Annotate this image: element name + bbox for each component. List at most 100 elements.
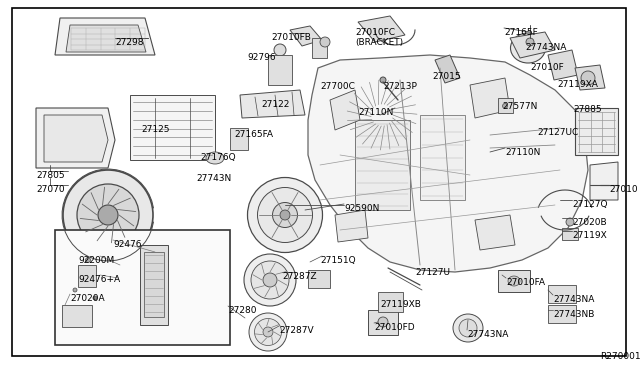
- Text: 27127Q: 27127Q: [572, 200, 607, 209]
- Polygon shape: [130, 95, 215, 160]
- Text: 27743NB: 27743NB: [553, 310, 595, 319]
- Ellipse shape: [86, 257, 90, 263]
- Ellipse shape: [453, 314, 483, 342]
- Bar: [548, 305, 576, 323]
- Bar: [78, 265, 96, 287]
- Text: 92476+A: 92476+A: [78, 275, 120, 284]
- Text: 27287Z: 27287Z: [282, 272, 317, 281]
- Text: 27010: 27010: [609, 185, 637, 194]
- Text: 27119XA: 27119XA: [557, 80, 598, 89]
- Polygon shape: [475, 215, 515, 250]
- Ellipse shape: [257, 187, 312, 243]
- Ellipse shape: [526, 38, 534, 46]
- Text: 27165FA: 27165FA: [234, 130, 273, 139]
- Text: 27020A: 27020A: [70, 294, 104, 303]
- Ellipse shape: [380, 77, 386, 83]
- Ellipse shape: [274, 44, 286, 56]
- Polygon shape: [470, 78, 510, 118]
- Bar: [62, 305, 92, 327]
- Ellipse shape: [320, 37, 330, 47]
- Polygon shape: [510, 32, 555, 58]
- Ellipse shape: [263, 327, 273, 337]
- Polygon shape: [435, 55, 460, 83]
- Polygon shape: [308, 55, 588, 272]
- Polygon shape: [240, 90, 305, 118]
- Text: 27020B: 27020B: [572, 218, 607, 227]
- Text: 27298: 27298: [115, 38, 143, 47]
- Ellipse shape: [566, 218, 574, 226]
- Text: 27010F: 27010F: [530, 63, 564, 72]
- Bar: [230, 128, 248, 150]
- Bar: [312, 38, 327, 58]
- Ellipse shape: [263, 273, 277, 287]
- Text: 27743N: 27743N: [196, 174, 231, 183]
- Text: 92200M: 92200M: [78, 256, 115, 265]
- Bar: [548, 285, 576, 303]
- Polygon shape: [290, 26, 322, 46]
- Polygon shape: [55, 18, 155, 55]
- Text: 27743NA: 27743NA: [525, 43, 566, 52]
- Text: 27165F: 27165F: [504, 28, 538, 37]
- Bar: [355, 120, 410, 210]
- Text: R270001N: R270001N: [600, 352, 640, 361]
- Text: 27743NA: 27743NA: [467, 330, 508, 339]
- Text: 27010FB: 27010FB: [271, 33, 311, 42]
- Bar: [562, 228, 578, 240]
- Polygon shape: [548, 50, 578, 80]
- Text: 27700C: 27700C: [320, 82, 355, 91]
- Polygon shape: [575, 65, 605, 90]
- Polygon shape: [335, 210, 368, 242]
- Polygon shape: [66, 25, 146, 52]
- Text: 27010FC: 27010FC: [355, 28, 395, 37]
- Text: 27280: 27280: [228, 306, 257, 315]
- Ellipse shape: [255, 318, 282, 346]
- Polygon shape: [358, 16, 405, 42]
- Polygon shape: [330, 90, 360, 130]
- Text: 27151Q: 27151Q: [320, 256, 356, 265]
- Text: 27577N: 27577N: [502, 102, 538, 111]
- Text: 27119X: 27119X: [572, 231, 607, 240]
- Text: 27110N: 27110N: [358, 108, 394, 117]
- Text: 27287V: 27287V: [279, 326, 314, 335]
- Text: 27119XB: 27119XB: [380, 300, 421, 309]
- Bar: [144, 252, 164, 317]
- Ellipse shape: [581, 71, 595, 85]
- Text: 27176Q: 27176Q: [200, 153, 236, 162]
- Ellipse shape: [508, 276, 520, 286]
- Ellipse shape: [206, 152, 224, 164]
- Bar: [55, 230, 230, 345]
- Ellipse shape: [337, 70, 427, 160]
- Text: 27070: 27070: [36, 185, 65, 194]
- Text: 27885: 27885: [573, 105, 602, 114]
- Ellipse shape: [502, 103, 508, 109]
- Text: 27743NA: 27743NA: [553, 295, 595, 304]
- Ellipse shape: [273, 202, 298, 228]
- Bar: [368, 310, 398, 335]
- Ellipse shape: [251, 261, 289, 299]
- Ellipse shape: [249, 313, 287, 351]
- Ellipse shape: [459, 319, 477, 337]
- Bar: [498, 270, 530, 292]
- Bar: [268, 55, 292, 85]
- Ellipse shape: [73, 288, 77, 292]
- Text: 27127U: 27127U: [415, 268, 450, 277]
- Text: (BRACKET): (BRACKET): [355, 38, 403, 47]
- Ellipse shape: [77, 184, 139, 246]
- Ellipse shape: [244, 254, 296, 306]
- Text: 27010FA: 27010FA: [506, 278, 545, 287]
- Polygon shape: [36, 108, 115, 168]
- Polygon shape: [590, 162, 618, 200]
- Ellipse shape: [63, 170, 153, 260]
- Ellipse shape: [372, 105, 392, 125]
- Text: 27110N: 27110N: [505, 148, 540, 157]
- Bar: [308, 270, 330, 288]
- Text: 92476: 92476: [113, 240, 141, 249]
- Ellipse shape: [280, 210, 290, 220]
- Bar: [498, 98, 513, 113]
- Text: 92590N: 92590N: [344, 204, 380, 213]
- Ellipse shape: [98, 205, 118, 225]
- Text: 27127UC: 27127UC: [537, 128, 579, 137]
- Ellipse shape: [93, 296, 97, 300]
- Ellipse shape: [248, 177, 323, 253]
- Text: 27122: 27122: [261, 100, 289, 109]
